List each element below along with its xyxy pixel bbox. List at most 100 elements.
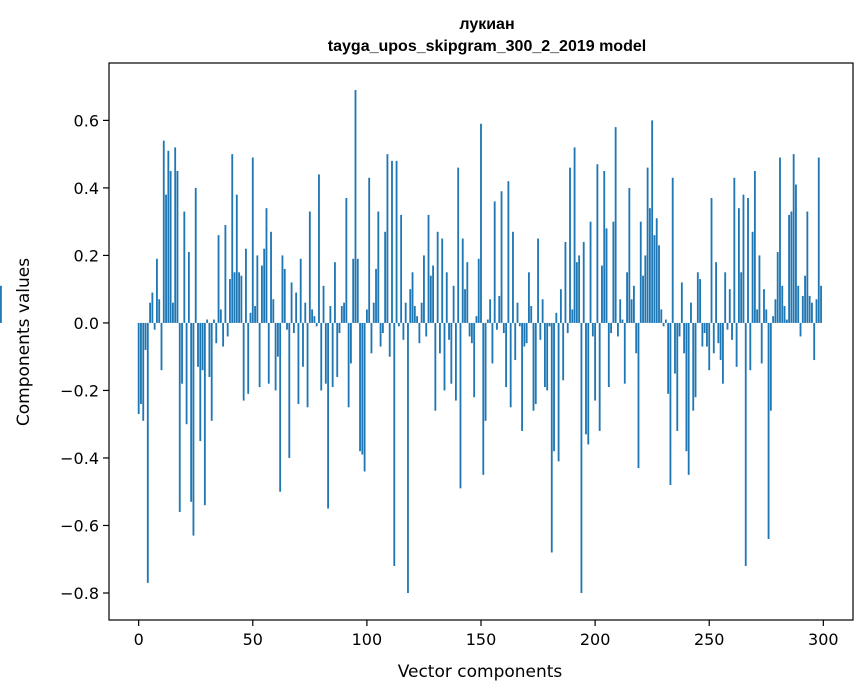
bar xyxy=(420,302,423,323)
bar xyxy=(402,322,405,340)
bar xyxy=(235,194,238,323)
bar xyxy=(614,127,617,323)
bar xyxy=(450,322,453,384)
bar xyxy=(386,154,389,323)
bar xyxy=(174,147,177,323)
bar xyxy=(274,322,277,391)
bar xyxy=(215,322,218,344)
bar xyxy=(676,322,679,431)
bar xyxy=(626,272,628,323)
bar xyxy=(562,322,565,381)
bar xyxy=(692,322,695,411)
bar xyxy=(149,302,151,323)
bar xyxy=(493,201,496,323)
bar xyxy=(715,262,717,323)
bar xyxy=(537,238,539,323)
bar xyxy=(648,208,651,323)
y-tick-label: 0.6 xyxy=(74,111,99,130)
bar xyxy=(690,302,692,323)
bar xyxy=(176,171,179,323)
bar xyxy=(167,150,170,323)
bar xyxy=(178,322,181,512)
bar xyxy=(356,258,359,323)
bar xyxy=(735,322,738,367)
bar xyxy=(208,322,211,377)
bar xyxy=(603,171,606,323)
bar xyxy=(557,322,560,462)
bar xyxy=(0,285,2,323)
bar xyxy=(425,322,428,337)
bar xyxy=(192,322,195,536)
bar xyxy=(213,319,215,323)
bar xyxy=(329,306,332,323)
bar xyxy=(708,322,711,371)
bar xyxy=(441,238,444,323)
bar xyxy=(313,316,316,323)
x-axis-ticks: 0 50 100 150 200 250 300 xyxy=(134,620,839,649)
bar xyxy=(165,194,167,323)
bar xyxy=(384,231,387,323)
bar xyxy=(281,255,284,323)
bar xyxy=(610,322,612,334)
bar xyxy=(763,289,765,323)
bar xyxy=(224,225,227,323)
y-tick-label: 0.0 xyxy=(74,314,99,333)
bar xyxy=(644,255,647,323)
bar xyxy=(815,299,818,323)
bar xyxy=(808,295,811,323)
bar xyxy=(185,322,188,425)
bar xyxy=(744,322,747,566)
bar xyxy=(187,252,190,323)
bar xyxy=(194,187,197,323)
bar xyxy=(448,322,450,340)
bar xyxy=(758,255,761,323)
bar xyxy=(573,147,576,323)
y-tick-label: −0.4 xyxy=(60,449,99,468)
bar xyxy=(635,322,638,354)
bar xyxy=(240,275,243,323)
bar xyxy=(633,285,635,323)
bar xyxy=(783,306,786,323)
bar xyxy=(516,302,519,323)
bar xyxy=(327,322,330,509)
y-axis-label: Components values xyxy=(14,258,34,426)
bar xyxy=(706,322,708,347)
bar xyxy=(539,322,542,340)
bar xyxy=(251,157,254,323)
y-tick-label: −0.2 xyxy=(60,381,99,400)
bar xyxy=(407,322,409,593)
bar xyxy=(233,272,236,323)
bar xyxy=(363,322,366,472)
bar xyxy=(219,309,222,323)
bar xyxy=(142,322,145,421)
bar xyxy=(591,322,594,337)
plot-frame xyxy=(108,62,854,621)
bar xyxy=(459,322,462,489)
bar xyxy=(361,322,364,455)
bar xyxy=(543,322,546,388)
bar xyxy=(443,322,446,391)
bar xyxy=(785,319,788,323)
bar xyxy=(756,309,759,323)
bar xyxy=(359,322,361,452)
bar xyxy=(566,322,569,334)
bar xyxy=(612,221,615,323)
bar xyxy=(334,262,336,323)
bar xyxy=(480,123,482,323)
bar xyxy=(258,322,261,388)
bar xyxy=(774,299,777,323)
bar xyxy=(601,265,603,323)
bar xyxy=(162,140,165,323)
bar xyxy=(302,322,304,367)
bar xyxy=(667,322,670,394)
bar xyxy=(628,187,631,323)
bar xyxy=(541,299,544,323)
bar xyxy=(751,231,754,323)
bar xyxy=(427,214,430,323)
bar xyxy=(674,322,676,374)
bar xyxy=(206,319,209,323)
bar xyxy=(512,231,514,323)
chart-subtitle: tayga_upos_skipgram_300_2_2019 model xyxy=(328,38,646,55)
bar xyxy=(496,322,498,330)
bar xyxy=(559,289,562,323)
